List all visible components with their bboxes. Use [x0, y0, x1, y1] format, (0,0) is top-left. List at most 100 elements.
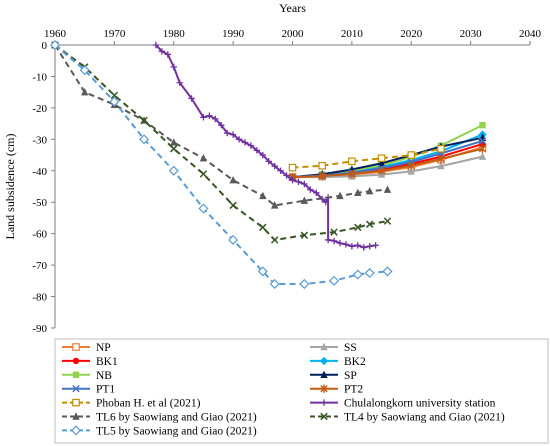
- data-point-tl5-by-saowiang-and-giao-2021: [382, 266, 393, 277]
- data-point-tl5-by-saowiang-and-giao-2021: [198, 203, 209, 214]
- data-point-pt2: [478, 144, 487, 153]
- legend-label-chulalongkorn-university-station: Chulalongkorn university station: [344, 398, 496, 410]
- data-point-chulalongkorn-university-station: [301, 180, 308, 188]
- series-tl5-by-saowiang-and-giao-2021: [49, 39, 393, 290]
- data-point-chulalongkorn-university-station: [247, 142, 255, 149]
- series-line-tl5-by-saowiang-and-giao-2021: [54, 44, 388, 285]
- legend-label-bk2: BK2: [344, 356, 366, 368]
- legend-marker-bk1: [72, 357, 80, 365]
- legend-label-nb: NB: [96, 370, 112, 382]
- data-point-chulalongkorn-university-station: [289, 177, 296, 184]
- data-point-chulalongkorn-university-station: [164, 51, 172, 58]
- series-chulalongkorn-university-station: [152, 41, 379, 251]
- data-point-ss: [437, 161, 445, 170]
- series-line-tl6-by-saowiang-and-giao-2021: [54, 44, 388, 207]
- y-axis-title: Land subsidence (cm): [3, 134, 17, 240]
- legend-marker-phoban-h-et-al-2021: [72, 398, 80, 407]
- x-tick-label: 1990: [222, 28, 245, 40]
- legend-label-sp: SP: [344, 370, 357, 382]
- data-point-chulalongkorn-university-station: [152, 41, 160, 49]
- data-point-chulalongkorn-university-station: [336, 239, 344, 247]
- data-point-chulalongkorn-university-station: [241, 139, 249, 146]
- data-point-phoban-h-et-al-2021: [377, 154, 386, 163]
- data-point-chulalongkorn-university-station: [330, 237, 338, 245]
- x-axis-title: Years: [279, 1, 306, 15]
- data-point-tl5-by-saowiang-and-giao-2021: [257, 266, 268, 277]
- legend-label-ss: SS: [344, 342, 357, 354]
- data-point-pt1: [478, 137, 487, 145]
- data-point-chulalongkorn-university-station: [176, 79, 183, 86]
- axes: 1960 1970 1980 1990 2000 2010 2020 2030 2040 0 -10…: [3, 1, 542, 335]
- data-point-nb: [479, 121, 486, 129]
- legend-label-pt1: PT1: [96, 384, 115, 396]
- data-point-chulalongkorn-university-station: [206, 112, 213, 119]
- series-tl4-by-saowiang-and-giao-2021: [51, 41, 392, 244]
- x-tick-label: 2020: [400, 28, 423, 40]
- data-point-phoban-h-et-al-2021: [288, 163, 297, 172]
- data-point-tl5-by-saowiang-and-giao-2021: [139, 134, 150, 145]
- data-point-tl4-by-saowiang-and-giao-2021: [170, 145, 178, 153]
- data-point-tl5-by-saowiang-and-giao-2021: [352, 269, 363, 280]
- legend-box: [54, 338, 549, 444]
- legend-label-tl6-by-saowiang-and-giao-2021: TL6 by Saowiang and Giao (2021): [96, 412, 257, 424]
- data-point-tl6-by-saowiang-and-giao-2021: [354, 188, 362, 196]
- data-point-tl6-by-saowiang-and-giao-2021: [336, 191, 344, 200]
- data-point-chulalongkorn-university-station: [360, 244, 367, 251]
- y-tick-label: -40: [32, 166, 47, 178]
- data-point-tl5-by-saowiang-and-giao-2021: [329, 275, 340, 286]
- data-point-chulalongkorn-university-station: [342, 241, 350, 248]
- series-phoban-h-et-al-2021: [288, 144, 445, 172]
- data-point-tl4-by-saowiang-and-giao-2021: [300, 231, 309, 239]
- data-point-pt2: [437, 154, 445, 164]
- data-point-chulalongkorn-university-station: [200, 114, 207, 121]
- legend-marker-tl5-by-saowiang-and-giao-2021: [70, 425, 82, 436]
- series-pt2: [288, 144, 487, 182]
- legend-label-tl4-by-saowiang-and-giao-2021: TL4 by Saowiang and Giao (2021): [344, 412, 505, 424]
- legend-label-tl5-by-saowiang-and-giao-2021: TL5 by Saowiang and Giao (2021): [96, 425, 257, 437]
- data-point-chulalongkorn-university-station: [283, 172, 290, 179]
- data-point-chulalongkorn-university-station: [158, 48, 166, 55]
- data-point-tl5-by-saowiang-and-giao-2021: [299, 278, 310, 290]
- data-point-tl6-by-saowiang-and-giao-2021: [199, 154, 208, 162]
- data-point-phoban-h-et-al-2021: [348, 157, 356, 166]
- x-tick-label: 2040: [519, 28, 542, 40]
- data-point-chulalongkorn-university-station: [324, 236, 332, 244]
- data-point-chulalongkorn-university-station: [322, 199, 329, 206]
- data-point-chulalongkorn-university-station: [170, 63, 177, 71]
- data-point-chulalongkorn-university-station: [307, 186, 314, 193]
- legend-marker-bk2: [319, 356, 329, 366]
- data-point-tl5-by-saowiang-and-giao-2021: [168, 165, 179, 176]
- data-point-chulalongkorn-university-station: [354, 242, 362, 249]
- data-point-sp: [377, 159, 386, 167]
- y-tick-label: -70: [32, 260, 47, 272]
- legend-marker-pt1: [72, 384, 80, 393]
- x-tick-label: 2030: [460, 28, 483, 40]
- y-tick-label: -20: [32, 103, 47, 115]
- data-point-chulalongkorn-university-station: [271, 162, 278, 170]
- legend-marker-sp: [320, 370, 328, 378]
- data-point-tl5-by-saowiang-and-giao-2021: [269, 278, 280, 290]
- series-layer: [49, 39, 487, 290]
- data-point-tl4-by-saowiang-and-giao-2021: [110, 91, 119, 100]
- data-point-tl4-by-saowiang-and-giao-2021: [330, 228, 338, 236]
- data-point-chulalongkorn-university-station: [188, 95, 195, 102]
- series-line-phoban-h-et-al-2021: [292, 147, 442, 169]
- legend-marker-ss: [320, 342, 328, 351]
- data-point-chulalongkorn-university-station: [348, 243, 356, 250]
- data-point-chulalongkorn-university-station: [372, 242, 379, 249]
- legend-marker-pt2: [320, 384, 328, 393]
- data-point-tl4-by-saowiang-and-giao-2021: [270, 236, 279, 244]
- legend-label-phoban-h-et-al-2021: Phoban H. et al (2021): [96, 398, 201, 410]
- data-point-ss: [407, 167, 415, 175]
- data-point-chulalongkorn-university-station: [218, 121, 225, 129]
- data-point-chulalongkorn-university-station: [235, 136, 243, 143]
- data-point-tl4-by-saowiang-and-giao-2021: [229, 201, 237, 210]
- data-point-tl6-by-saowiang-and-giao-2021: [270, 201, 279, 209]
- data-point-chulalongkorn-university-station: [366, 243, 373, 250]
- data-point-tl4-by-saowiang-and-giao-2021: [354, 223, 362, 232]
- data-point-chulalongkorn-university-station: [253, 147, 261, 154]
- data-point-pt2: [377, 166, 386, 175]
- data-point-phoban-h-et-al-2021: [437, 144, 445, 153]
- data-point-phoban-h-et-al-2021: [318, 161, 326, 170]
